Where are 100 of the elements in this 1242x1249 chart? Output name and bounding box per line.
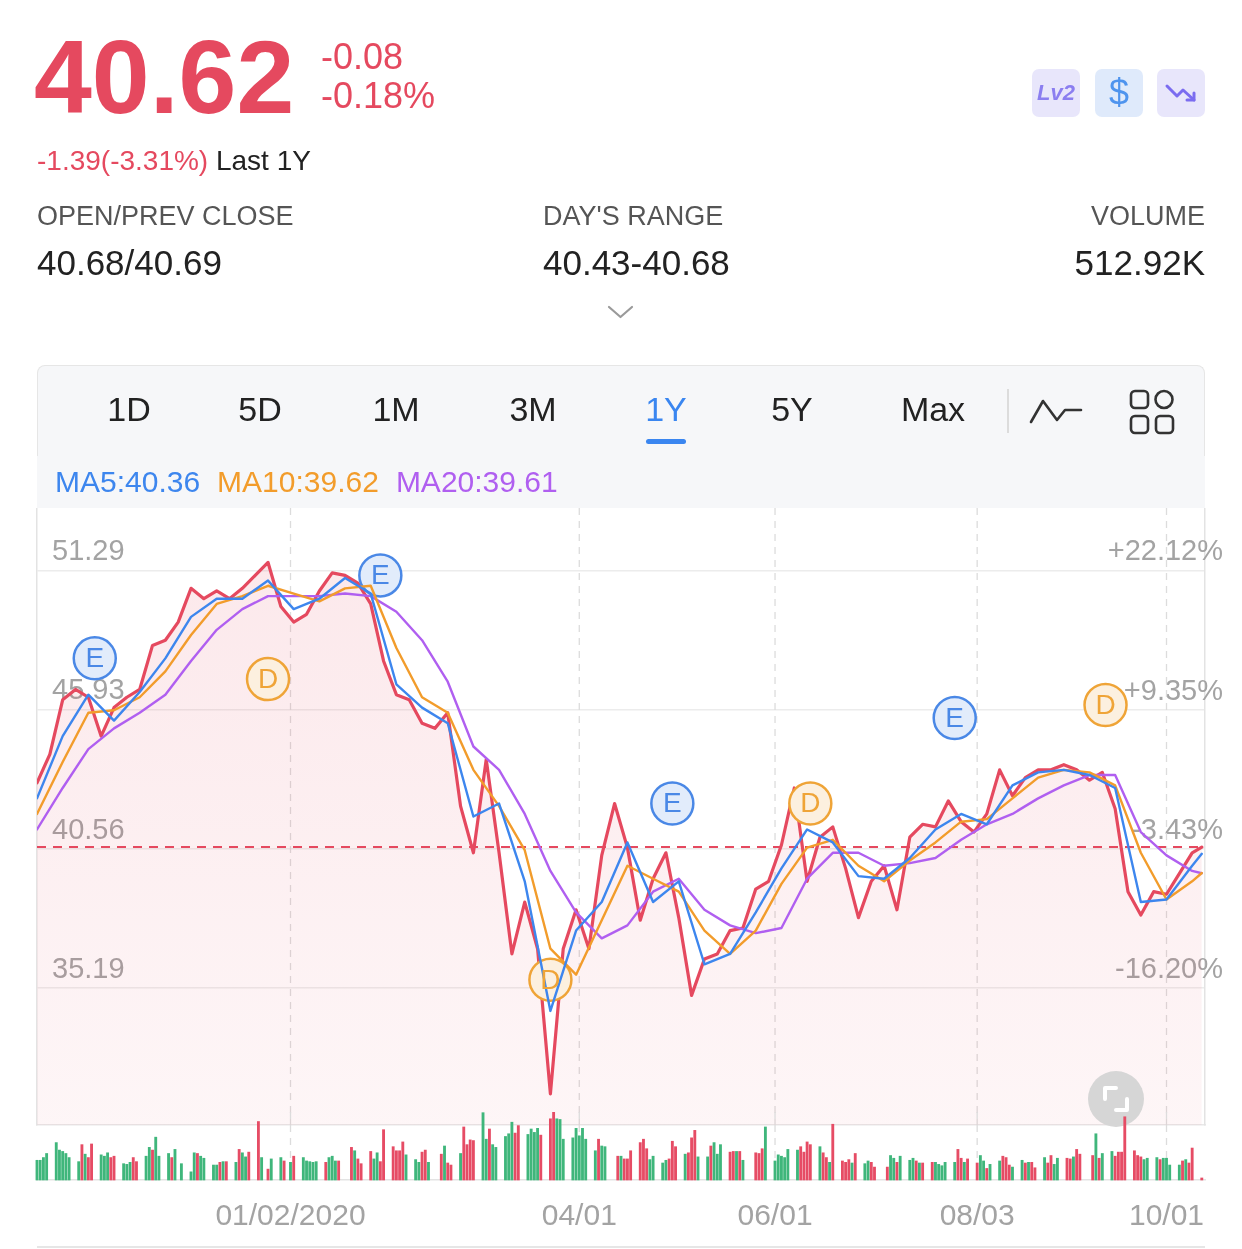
bar <box>1097 1157 1101 1181</box>
bar <box>135 1161 138 1181</box>
bar <box>889 1155 892 1181</box>
bar <box>1190 1147 1194 1181</box>
bar <box>998 1160 1002 1181</box>
text: 40.62 <box>34 18 295 137</box>
text: MA10:39.62 <box>217 464 379 500</box>
bar <box>369 1151 373 1181</box>
bar <box>45 1153 49 1181</box>
x-tick-label: 08/03 <box>939 1198 1015 1232</box>
bar <box>763 1126 767 1181</box>
bar <box>1094 1133 1098 1181</box>
x-tick-label: 04/01 <box>541 1198 617 1232</box>
bar <box>102 1155 106 1181</box>
text: Max <box>900 390 966 430</box>
data-label: D <box>257 662 279 694</box>
bar <box>529 1128 533 1181</box>
bar <box>202 1157 206 1181</box>
bar <box>179 1163 183 1181</box>
bar <box>593 1150 597 1181</box>
text: Last 1Y <box>215 145 311 176</box>
x-tick-label: 10/01 <box>1128 1198 1205 1232</box>
bar <box>468 1139 472 1181</box>
y-tick-label: 45.93 <box>52 673 125 706</box>
bar <box>940 1165 944 1181</box>
bar <box>574 1127 578 1181</box>
bar <box>401 1141 405 1181</box>
text: $ <box>1108 72 1130 113</box>
bar <box>978 1155 982 1181</box>
bar <box>719 1144 722 1181</box>
text: 1D <box>107 390 151 430</box>
bar <box>41 1157 45 1181</box>
bar <box>256 1121 260 1181</box>
bar <box>661 1162 665 1181</box>
bar <box>462 1126 466 1181</box>
bar <box>151 1149 154 1181</box>
bar <box>305 1160 308 1181</box>
bar <box>167 1153 170 1181</box>
bar <box>427 1161 430 1181</box>
data-label: D <box>800 787 821 819</box>
text: OPEN/PREV CLOSE <box>37 201 294 233</box>
bar <box>83 1153 87 1181</box>
bar <box>921 1162 925 1181</box>
y-tick-label: 51.29 <box>52 534 125 567</box>
bar <box>735 1151 738 1181</box>
bar <box>975 1162 979 1181</box>
bar <box>350 1147 353 1181</box>
bar <box>54 1142 58 1181</box>
bar <box>962 1161 966 1181</box>
bar <box>359 1163 363 1181</box>
bar <box>414 1159 418 1181</box>
bar <box>844 1161 848 1181</box>
data-label: E <box>663 787 682 819</box>
bar <box>64 1153 68 1181</box>
y-tick-label: 35.19 <box>52 951 125 984</box>
data-label: E <box>85 642 105 674</box>
bar <box>491 1144 495 1181</box>
bar <box>356 1158 360 1181</box>
bar <box>324 1161 328 1181</box>
bar <box>892 1157 896 1181</box>
bar <box>728 1151 732 1181</box>
data-label: E <box>945 701 965 733</box>
bar <box>131 1157 135 1181</box>
bar <box>943 1161 947 1181</box>
bar <box>799 1146 803 1181</box>
bar <box>828 1161 831 1181</box>
bar <box>648 1159 652 1181</box>
bar <box>1177 1164 1181 1181</box>
y2-tick-label: +22.12% <box>1107 534 1223 567</box>
bar <box>638 1142 642 1181</box>
x-tick-label: 01/02/2020 <box>215 1198 366 1232</box>
y2-tick-label: -16.20% <box>1114 951 1223 984</box>
text: MA20:39.61 <box>395 464 558 500</box>
bar <box>510 1121 514 1181</box>
bar <box>805 1141 809 1181</box>
bar <box>494 1147 498 1181</box>
bar <box>1181 1160 1184 1181</box>
bar <box>1113 1155 1117 1181</box>
bar <box>966 1158 969 1181</box>
x-tick-label: 06/01 <box>737 1198 813 1232</box>
bar <box>196 1153 199 1181</box>
bar <box>292 1155 296 1181</box>
bar <box>821 1152 825 1181</box>
bar <box>269 1158 273 1181</box>
bar <box>1132 1150 1136 1181</box>
bar <box>170 1157 174 1181</box>
text: -1.39(-3.31%) <box>37 145 209 176</box>
text: VOLUME <box>1090 201 1205 233</box>
bar <box>831 1123 835 1181</box>
text: 1Y <box>645 390 687 430</box>
bar <box>192 1152 196 1181</box>
bar <box>301 1157 305 1181</box>
bar <box>90 1143 93 1181</box>
bar <box>552 1112 556 1181</box>
text: DAY'S RANGE <box>543 201 724 233</box>
bar <box>77 1161 81 1181</box>
bar <box>260 1157 264 1181</box>
bar <box>1043 1157 1046 1181</box>
bar <box>776 1154 780 1181</box>
bar <box>934 1161 937 1181</box>
